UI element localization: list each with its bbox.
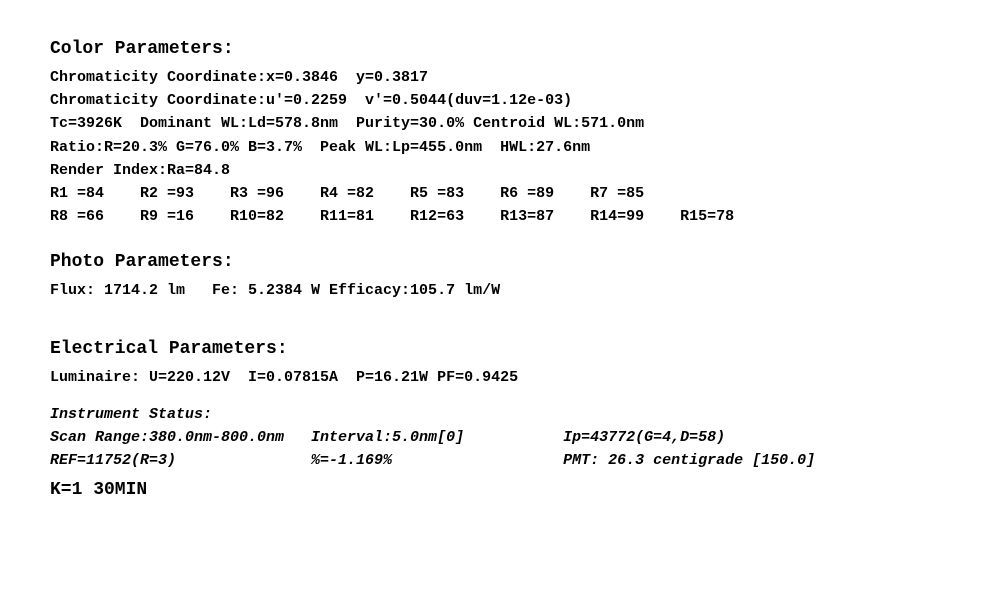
chromaticity-xy: Chromaticity Coordinate:x=0.3846 y=0.381… xyxy=(50,66,950,89)
instrument-row2: REF=11752(R=3) %=-1.169% PMT: 26.3 centi… xyxy=(50,449,950,472)
instrument-row1: Scan Range:380.0nm-800.0nm Interval:5.0n… xyxy=(50,426,950,449)
photo-heading: Photo Parameters: xyxy=(50,249,950,277)
chromaticity-uv: Chromaticity Coordinate:u'=0.2259 v'=0.5… xyxy=(50,89,950,112)
color-heading: Color Parameters: xyxy=(50,36,950,64)
electrical-heading: Electrical Parameters: xyxy=(50,336,950,364)
tc-line: Tc=3926K Dominant WL:Ld=578.8nm Purity=3… xyxy=(50,112,950,135)
ratio-line: Ratio:R=20.3% G=76.0% B=3.7% Peak WL:Lp=… xyxy=(50,136,950,159)
render-index-row2: R8 =66 R9 =16 R10=82 R11=81 R12=63 R13=8… xyxy=(50,205,950,228)
electrical-line: Luminaire: U=220.12V I=0.07815A P=16.21W… xyxy=(50,366,950,389)
ra-line: Render Index:Ra=84.8 xyxy=(50,159,950,182)
k-footer: K=1 30MIN xyxy=(50,477,950,505)
instrument-heading: Instrument Status: xyxy=(50,403,950,426)
render-index-row1: R1 =84 R2 =93 R3 =96 R4 =82 R5 =83 R6 =8… xyxy=(50,182,950,205)
photo-line: Flux: 1714.2 lm Fe: 5.2384 W Efficacy:10… xyxy=(50,279,950,302)
